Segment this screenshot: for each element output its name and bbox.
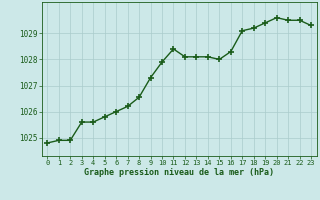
X-axis label: Graphe pression niveau de la mer (hPa): Graphe pression niveau de la mer (hPa) — [84, 168, 274, 177]
